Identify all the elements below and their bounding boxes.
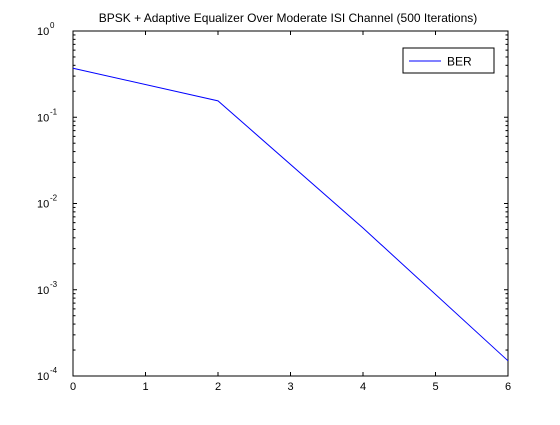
y-tick-label-base: 10 bbox=[37, 26, 49, 38]
y-tick-label: 100 bbox=[37, 21, 55, 38]
y-tick-label: 10-3 bbox=[37, 280, 58, 297]
y-tick-label-base: 10 bbox=[37, 112, 49, 124]
x-tick-label: 6 bbox=[505, 381, 511, 393]
y-tick-label-exponent: -4 bbox=[50, 366, 58, 375]
y-tick-label: 10-1 bbox=[37, 107, 58, 124]
legend-label-ber: BER bbox=[447, 55, 472, 69]
y-tick-label-exponent: -1 bbox=[50, 107, 58, 116]
series-layer bbox=[72, 67, 509, 362]
x-tick-label: 4 bbox=[360, 381, 366, 393]
y-tick-label-base: 10 bbox=[37, 199, 49, 211]
y-tick-label-exponent: -3 bbox=[50, 280, 58, 289]
chart-title: BPSK + Adaptive Equalizer Over Moderate … bbox=[99, 11, 478, 25]
y-tick-label: 10-4 bbox=[37, 366, 58, 383]
x-tick-label: 1 bbox=[142, 381, 148, 393]
x-tick-label: 5 bbox=[432, 381, 438, 393]
x-tick-label: 0 bbox=[70, 381, 76, 393]
y-tick-label-base: 10 bbox=[37, 371, 49, 383]
legend: BER bbox=[402, 47, 495, 74]
y-tick-label-base: 10 bbox=[37, 285, 49, 297]
x-tick-label: 2 bbox=[215, 381, 221, 393]
plot-area bbox=[72, 30, 509, 377]
x-tick-label: 3 bbox=[287, 381, 293, 393]
y-tick-label-exponent: 0 bbox=[50, 21, 55, 30]
y-tick-label: 10-2 bbox=[37, 194, 58, 211]
series-line-ber bbox=[72, 67, 509, 362]
y-tick-label-exponent: -2 bbox=[50, 194, 58, 203]
